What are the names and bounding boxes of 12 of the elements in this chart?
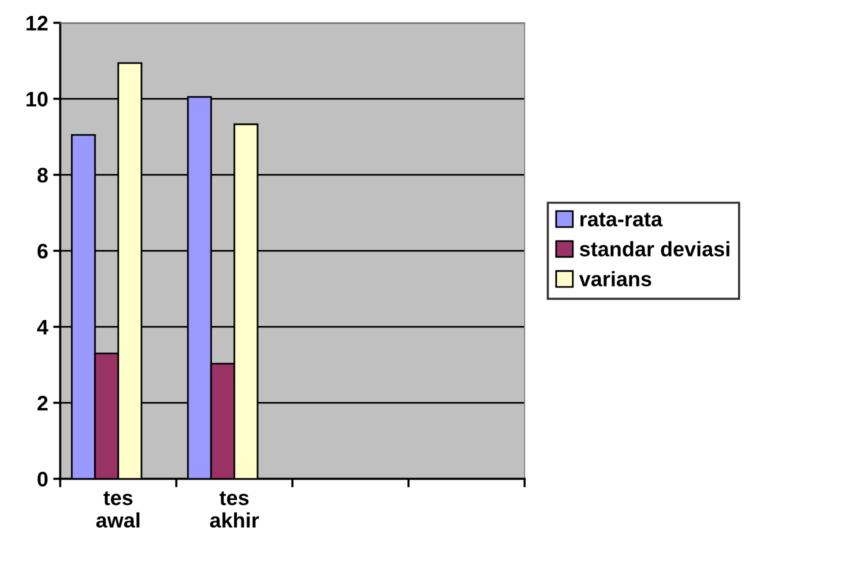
y-tick-label: 8 — [37, 168, 48, 183]
y-tick-label: 0 — [38, 472, 48, 487]
legend-label: rata-rata — [580, 212, 663, 226]
y-tick-label: 10 — [26, 92, 48, 107]
y-tick-label: 12 — [26, 16, 48, 30]
y-tick-label: 4 — [37, 320, 48, 334]
x-tick-label: tes awal — [96, 491, 140, 528]
y-tick-label: 6 — [38, 244, 48, 259]
y-tick-label: 2 — [38, 396, 48, 410]
x-tick-label: tes akhir — [210, 491, 259, 528]
legend-label: varians — [579, 271, 652, 286]
legend-label: standar deviasi — [580, 241, 730, 256]
